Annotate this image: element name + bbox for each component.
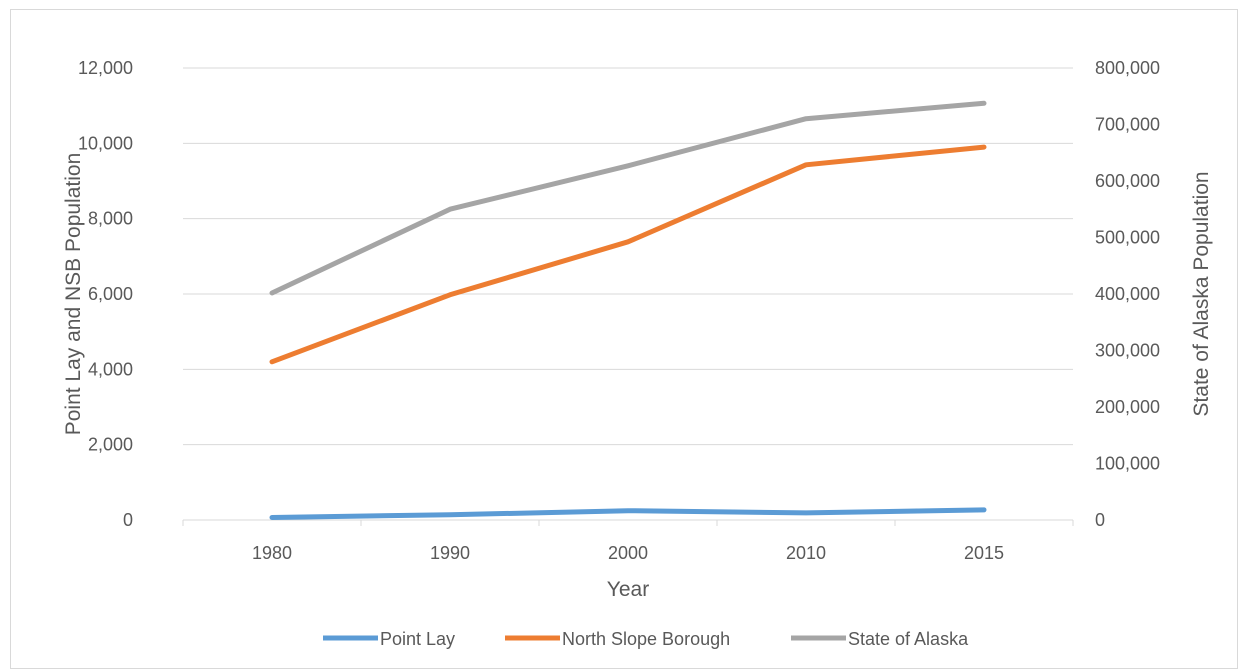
y2-tick-label: 800,000 — [1095, 58, 1160, 78]
y2-tick-label: 0 — [1095, 510, 1105, 530]
y2-tick-label: 700,000 — [1095, 115, 1160, 135]
y2-tick-label: 200,000 — [1095, 397, 1160, 417]
population-line-chart: 1980 1990 2000 2010 2015 0 2,000 4,000 6,000 8,0… — [62, 58, 1213, 649]
y2-axis-title: State of Alaska Population — [1190, 171, 1213, 416]
x-axis: 1980 1990 2000 2010 2015 — [182, 519, 1074, 563]
y-tick-label: 6,000 — [88, 284, 133, 304]
y-tick-label: 4,000 — [88, 359, 133, 379]
x-tick-label: 2015 — [964, 543, 1004, 563]
y2-tick-label: 500,000 — [1095, 228, 1160, 248]
x-tick-label: 2010 — [786, 543, 826, 563]
y-tick-label: 12,000 — [78, 58, 133, 78]
legend-label-point-lay: Point Lay — [380, 629, 455, 649]
y-axis-right: 0 100,000 200,000 300,000 400,000 500,000 600,… — [1095, 58, 1160, 530]
series-line-state-of-alaska — [269, 100, 987, 296]
y-axis-left: 0 2,000 4,000 6,000 8,000 10,000 12,000 — [78, 58, 133, 530]
legend-label-north-slope-borough: North Slope Borough — [562, 629, 730, 649]
legend: Point Lay North Slope Borough State of Ala… — [323, 629, 969, 649]
y-axis-title: Point Lay and NSB Population — [62, 153, 85, 436]
x-tick-label: 1990 — [430, 543, 470, 563]
gridlines — [183, 67, 1073, 446]
y2-tick-label: 400,000 — [1095, 284, 1160, 304]
legend-label-state-of-alaska: State of Alaska — [848, 629, 969, 649]
x-tick-label: 2000 — [608, 543, 648, 563]
y-tick-label: 0 — [123, 510, 133, 530]
y-tick-label: 8,000 — [88, 209, 133, 229]
series-lines — [269, 100, 987, 520]
series-line-north-slope-borough — [269, 144, 987, 365]
y2-tick-label: 100,000 — [1095, 454, 1160, 474]
x-axis-title: Year — [607, 578, 649, 601]
y-tick-label: 10,000 — [78, 133, 133, 153]
y-tick-label: 2,000 — [88, 435, 133, 455]
series-line-point-lay — [269, 507, 987, 520]
x-tick-label: 1980 — [252, 543, 292, 563]
y2-tick-label: 600,000 — [1095, 171, 1160, 191]
y2-tick-label: 300,000 — [1095, 341, 1160, 361]
chart-frame — [10, 9, 1238, 669]
